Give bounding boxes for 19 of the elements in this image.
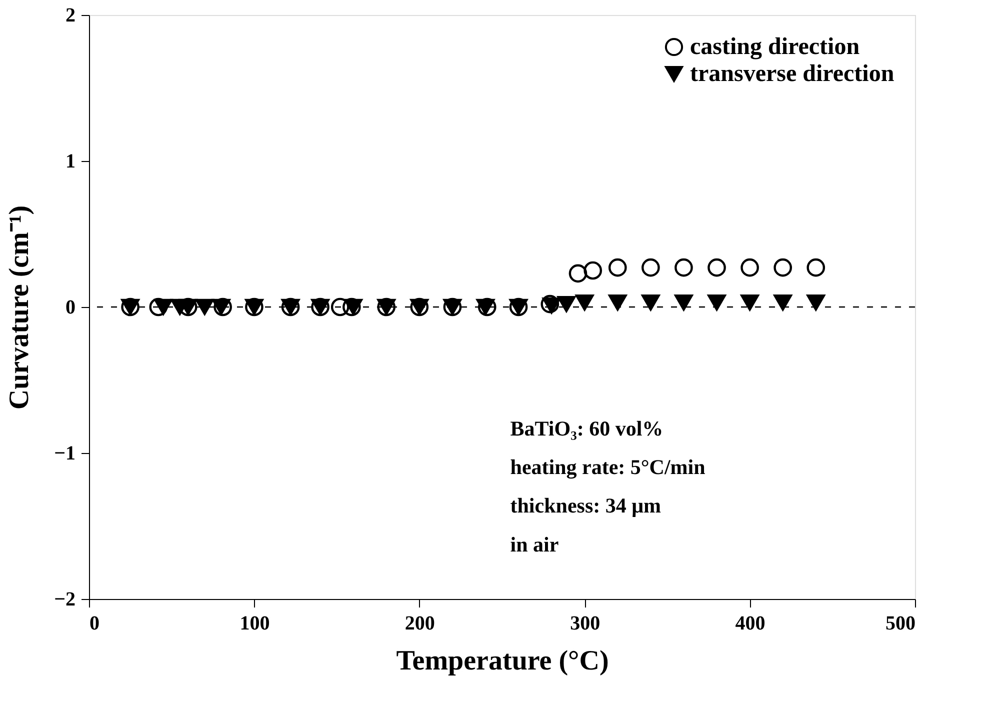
y-tick-label: 2: [66, 4, 76, 26]
annotation: BaTiO₃: 60 vol%: [510, 416, 664, 441]
x-tick-label: 0: [90, 612, 100, 634]
x-tick-label: 300: [570, 612, 600, 634]
annotation: in air: [510, 532, 559, 556]
x-axis-title: Temperature (°C): [396, 646, 609, 676]
legend-label: casting direction: [690, 34, 860, 60]
legend-label: transverse direction: [690, 61, 894, 87]
x-tick-label: 400: [735, 612, 766, 634]
x-tick-label: 500: [886, 612, 916, 634]
x-tick-label: 200: [404, 612, 435, 634]
y-tick-label: 1: [66, 150, 76, 172]
y-axis-title: Curvature (cm⁻¹): [4, 205, 36, 410]
y-tick-label: −1: [54, 442, 76, 464]
x-tick-label: 100: [240, 612, 270, 634]
annotation: thickness: 34 μm: [510, 494, 662, 518]
y-tick-label: 0: [66, 296, 76, 318]
y-tick-label: −2: [54, 588, 76, 610]
annotation: heating rate: 5°C/min: [510, 455, 706, 480]
